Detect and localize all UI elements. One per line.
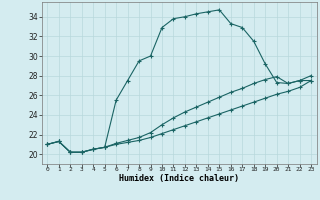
X-axis label: Humidex (Indice chaleur): Humidex (Indice chaleur)	[119, 174, 239, 183]
